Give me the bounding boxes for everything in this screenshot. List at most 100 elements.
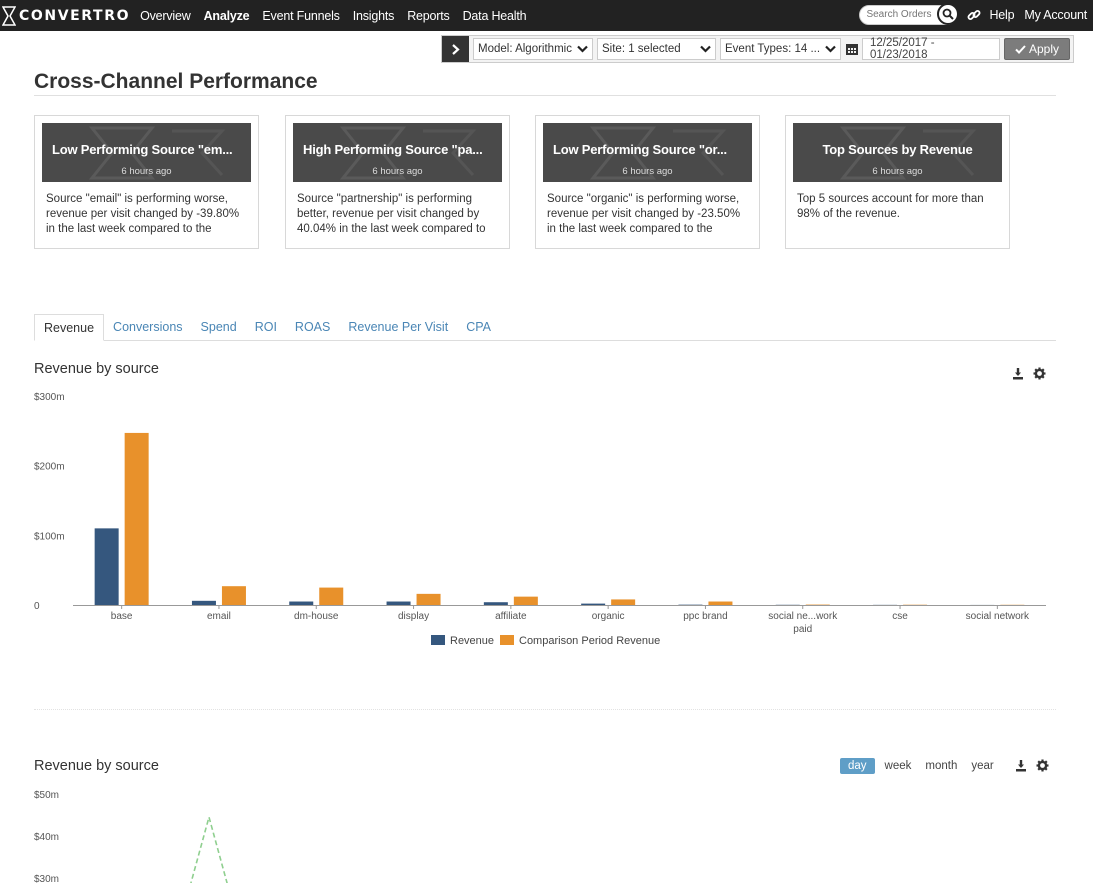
insight-card-title: High Performing Source "pa...	[303, 142, 483, 157]
card-background-art	[589, 126, 727, 180]
nav-item-analyze[interactable]: Analyze	[203, 8, 250, 23]
chevron-down-icon	[577, 45, 588, 53]
nav-item-data-health[interactable]: Data Health	[462, 8, 527, 23]
chevron-down-icon	[700, 45, 711, 53]
main-nav: Overview Analyze Event Funnels Insights Repo…	[140, 9, 539, 23]
tab-revenue[interactable]: Revenue	[34, 314, 105, 341]
metric-tabs: Revenue Conversions Spend ROI ROAS Revenue Pe…	[34, 314, 1056, 341]
brand-name: CONVERTRO	[19, 7, 131, 24]
granularity-day[interactable]: day	[840, 758, 875, 774]
insight-card-timestamp: 6 hours ago	[622, 166, 673, 177]
x-tick-label: organic	[592, 611, 625, 622]
card-background-art	[839, 126, 977, 180]
gear-icon[interactable]	[1033, 367, 1046, 380]
insight-card-title: Top Sources by Revenue	[822, 142, 973, 157]
tab-roi[interactable]: ROI	[254, 320, 277, 334]
y-tick-label: 0	[34, 601, 40, 612]
nav-item-overview[interactable]: Overview	[140, 8, 191, 23]
x-tick-label: display	[398, 611, 429, 622]
insight-card-timestamp: 6 hours ago	[872, 166, 923, 177]
granularity-week[interactable]: week	[884, 760, 912, 772]
insight-card-header: Low Performing Source "em... 6 hours ago	[42, 123, 251, 182]
y-tick-label: $100m	[34, 531, 65, 542]
download-icon[interactable]	[1012, 367, 1024, 380]
brand-logo[interactable]: CONVERTRO	[2, 5, 130, 27]
bar-revenue[interactable]	[94, 528, 119, 605]
y-tick-label: $40m	[34, 832, 59, 843]
tab-spend[interactable]: Spend	[200, 320, 237, 334]
help-link[interactable]: Help	[989, 8, 1015, 22]
bar-revenue[interactable]	[191, 600, 216, 605]
insight-card[interactable]: Low Performing Source "or... 6 hours ago S…	[535, 115, 760, 249]
insight-card-body: Source "partnership" is performing bette…	[297, 193, 486, 235]
insight-card[interactable]: High Performing Source "pa... 6 hours ago…	[285, 115, 510, 249]
insight-card[interactable]: Low Performing Source "em... 6 hours ago S…	[34, 115, 259, 249]
insight-card-timestamp: 6 hours ago	[372, 166, 423, 177]
site-select-value: Site: 1 selected	[602, 43, 681, 55]
legend-swatch	[500, 635, 514, 645]
link-icon[interactable]	[967, 8, 981, 22]
bar-comparison[interactable]	[708, 601, 733, 605]
order-search	[859, 3, 960, 26]
insight-card-body: Source "organic" is performing worse, re…	[547, 193, 741, 235]
tab-cpa[interactable]: CPA	[466, 320, 491, 334]
top-navbar: CONVERTRO Overview Analyze Event Funnels In…	[0, 0, 1093, 31]
y-tick-label: $200m	[34, 462, 65, 473]
insight-card[interactable]: Top Sources by Revenue 6 hours ago Top 5 s…	[785, 115, 1010, 249]
calendar-icon[interactable]	[845, 42, 859, 56]
bar-comparison[interactable]	[319, 587, 344, 605]
bar-revenue[interactable]	[386, 601, 411, 605]
model-select[interactable]: Model: Algorithmic	[473, 38, 593, 60]
page-title: Cross-Channel Performance	[34, 70, 318, 93]
legend-swatch	[431, 635, 445, 645]
chevron-right-icon	[452, 43, 460, 55]
nav-item-insights[interactable]: Insights	[352, 8, 395, 23]
gear-icon[interactable]	[1036, 759, 1049, 772]
nav-item-event-funnels[interactable]: Event Funnels	[262, 8, 340, 23]
title-divider	[34, 95, 1056, 96]
x-tick-label: cse	[892, 611, 908, 622]
bar-revenue[interactable]	[581, 603, 606, 605]
insight-card-header: High Performing Source "pa... 6 hours ago	[293, 123, 502, 182]
bar-comparison[interactable]	[221, 586, 246, 605]
tab-roas[interactable]: ROAS	[294, 320, 331, 334]
tab-revenue-per-visit[interactable]: Revenue Per Visit	[348, 320, 449, 334]
bar-revenue[interactable]	[483, 602, 508, 605]
site-select[interactable]: Site: 1 selected	[597, 38, 716, 60]
insight-card-title: Low Performing Source "or...	[553, 142, 727, 157]
revenue-by-source-bar-chart: 0 $100m $200m $300m base email dm-house display…	[34, 392, 1046, 647]
insight-card-timestamp: 6 hours ago	[121, 166, 172, 177]
download-icon[interactable]	[1015, 759, 1027, 772]
filter-bar: Model: Algorithmic Site: 1 selected Even…	[441, 35, 1074, 63]
y-tick-label: $300m	[34, 392, 65, 403]
apply-button[interactable]: Apply	[1004, 38, 1070, 60]
event-types-select-value: Event Types: 14 ...	[725, 43, 821, 55]
nav-item-reports[interactable]: Reports	[407, 8, 450, 23]
bar-comparison[interactable]	[513, 596, 538, 605]
legend-label[interactable]: Revenue	[450, 635, 494, 647]
legend-label[interactable]: Comparison Period Revenue	[519, 635, 660, 647]
date-range-input[interactable]: 12/25/2017 - 01/23/2018	[862, 37, 1000, 61]
granularity-selector: day week month year	[840, 758, 1008, 774]
tab-conversions[interactable]: Conversions	[113, 320, 183, 334]
insight-card-body: Top 5 sources account for more than 98% …	[797, 193, 984, 220]
y-tick-label: $50m	[34, 790, 59, 801]
checkmark-icon	[1015, 44, 1026, 54]
bar-comparison[interactable]	[124, 432, 149, 605]
bar-comparison[interactable]	[611, 599, 636, 605]
granularity-year[interactable]: year	[971, 760, 994, 772]
expand-filters-button[interactable]	[442, 36, 469, 62]
bar-comparison[interactable]	[416, 593, 441, 605]
x-tick-label: email	[207, 611, 231, 622]
search-button[interactable]	[937, 3, 960, 25]
series-line[interactable]	[190, 814, 228, 883]
my-account-link[interactable]: My Account	[1024, 8, 1087, 22]
insight-card-header: Low Performing Source "or... 6 hours ago	[543, 123, 752, 182]
granularity-month[interactable]: month	[925, 760, 958, 772]
card-background-art	[88, 126, 226, 180]
search-orders-input[interactable]	[859, 4, 958, 25]
model-select-value: Model: Algorithmic	[478, 43, 572, 55]
bar-chart-tools	[1003, 367, 1046, 380]
bar-revenue[interactable]	[289, 601, 314, 605]
event-types-select[interactable]: Event Types: 14 ...	[720, 38, 841, 60]
